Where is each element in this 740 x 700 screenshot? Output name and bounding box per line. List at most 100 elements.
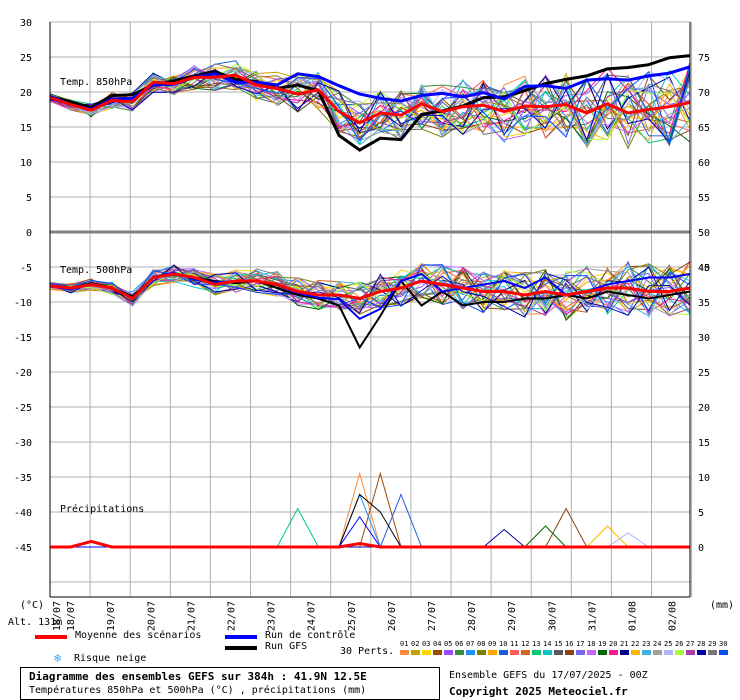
pert-number: 29 <box>708 640 717 648</box>
pert-number: 25 <box>664 640 673 648</box>
pert-swatch <box>609 650 618 655</box>
pert-number: 26 <box>675 640 684 648</box>
pert-number: 22 <box>631 640 640 648</box>
pert-swatch <box>620 650 629 655</box>
left-tick-label: 5 <box>26 193 32 204</box>
x-tick-label: 27/07 <box>427 601 438 631</box>
perturbation-line-850 <box>49 77 691 141</box>
right-tick-label: 10 <box>698 473 710 484</box>
perturbation-line-850 <box>49 70 691 141</box>
left-tick-label: -10 <box>14 298 32 309</box>
x-start-label: 18/07 <box>52 601 63 631</box>
pert-swatch <box>708 650 717 655</box>
right-tick-label: 0 <box>698 543 704 554</box>
mean-line-850 <box>49 73 691 125</box>
pert-number: 10 <box>499 640 508 648</box>
left-tick-label: 30 <box>20 18 32 29</box>
pert-swatch <box>444 650 453 655</box>
right-tick-label: 75 <box>698 53 710 64</box>
right-tick-label: 40 <box>698 263 710 274</box>
x-tick-label: 25/07 <box>347 601 358 631</box>
pert-number: 20 <box>609 640 618 648</box>
pert-swatch <box>532 650 541 655</box>
pert-swatch <box>466 650 475 655</box>
legend-snow-label: Risque neige <box>74 653 147 664</box>
pert-swatch <box>576 650 585 655</box>
right-tick-label: 30 <box>698 333 710 344</box>
legend-control-swatch <box>225 635 257 639</box>
left-tick-label: 15 <box>20 123 32 134</box>
pert-number: 06 <box>455 640 464 648</box>
pert-number: 05 <box>444 640 453 648</box>
pert-number: 27 <box>686 640 695 648</box>
temp500-label: Temp. 500hPa <box>60 265 133 276</box>
legend-control-label: Run de contrôle <box>265 630 356 641</box>
x-tick-label: 22/07 <box>227 601 238 631</box>
x-tick-label: 01/08 <box>628 601 639 631</box>
left-tick-label: -40 <box>14 508 32 519</box>
pert-swatch <box>697 650 706 655</box>
left-tick-label: -30 <box>14 438 32 449</box>
x-tick-label: 18/07 <box>66 601 77 631</box>
perturbation-line-850 <box>49 69 691 144</box>
right-axis-unit: (mm) <box>710 600 735 611</box>
legend-perts-label: 30 Perts. <box>340 646 395 657</box>
x-tick-label: 30/07 <box>547 601 558 631</box>
pert-swatch <box>631 650 640 655</box>
perturbation-line-precip <box>50 507 690 548</box>
altitude-label: Alt. 131m <box>8 617 63 628</box>
pert-number: 08 <box>477 640 486 648</box>
legend-mean-swatch <box>35 635 67 639</box>
pert-number: 17 <box>576 640 585 648</box>
left-axis-unit: (°C) <box>20 600 45 611</box>
perturbation-line-precip <box>50 507 690 548</box>
pert-number: 13 <box>532 640 541 648</box>
pert-swatch <box>675 650 684 655</box>
footer-subtitle: Températures 850hPa et 500hPa (°C) , pré… <box>29 685 367 696</box>
left-tick-label: 0 <box>26 228 32 239</box>
pert-swatch <box>642 650 651 655</box>
x-tick-label: 31/07 <box>587 601 598 631</box>
x-tick-label: 24/07 <box>307 601 318 631</box>
x-tick-label: 19/07 <box>106 601 117 631</box>
pert-swatch <box>587 650 596 655</box>
control-line-850 <box>49 65 691 112</box>
pert-number: 30 <box>719 640 728 648</box>
right-tick-label: 20 <box>698 403 710 414</box>
pert-swatch <box>411 650 420 655</box>
pert-number: 18 <box>587 640 596 648</box>
pert-number: 15 <box>554 640 563 648</box>
right-tick-label: 25 <box>698 368 710 379</box>
perturbation-line-500 <box>49 264 691 314</box>
pert-number: 04 <box>433 640 442 648</box>
right-tick-label: 60 <box>698 158 710 169</box>
legend-gfs-swatch <box>225 646 257 650</box>
pert-swatch <box>521 650 530 655</box>
legend-gfs-label: Run GFS <box>265 641 308 652</box>
x-tick-label: 21/07 <box>186 601 197 631</box>
pert-swatch <box>664 650 673 655</box>
perturbation-lines <box>49 60 691 548</box>
pert-swatch <box>477 650 486 655</box>
left-tick-label: -35 <box>14 473 32 484</box>
pert-swatch <box>598 650 607 655</box>
right-tick-label: 15 <box>698 438 710 449</box>
pert-number: 19 <box>598 640 607 648</box>
pert-number: 16 <box>565 640 574 648</box>
pert-swatch <box>488 650 497 655</box>
right-tick-label: 35 <box>698 298 710 309</box>
pert-swatch <box>433 650 442 655</box>
pert-number: 07 <box>466 640 475 648</box>
copyright: Copyright 2025 Meteociel.fr <box>449 685 628 698</box>
pert-swatch <box>565 650 574 655</box>
left-tick-label: -5 <box>20 263 32 274</box>
run-info: Ensemble GEFS du 17/07/2025 - 00Z <box>449 670 648 681</box>
pert-number: 09 <box>488 640 497 648</box>
right-tick-label: 50 <box>698 228 710 239</box>
left-tick-label: -20 <box>14 368 32 379</box>
footer-title: Diagramme des ensembles GEFS sur 384h : … <box>29 670 367 683</box>
perturbation-line-850 <box>49 62 691 135</box>
pert-swatch <box>554 650 563 655</box>
pert-swatch <box>686 650 695 655</box>
main-series-lines <box>49 54 691 549</box>
